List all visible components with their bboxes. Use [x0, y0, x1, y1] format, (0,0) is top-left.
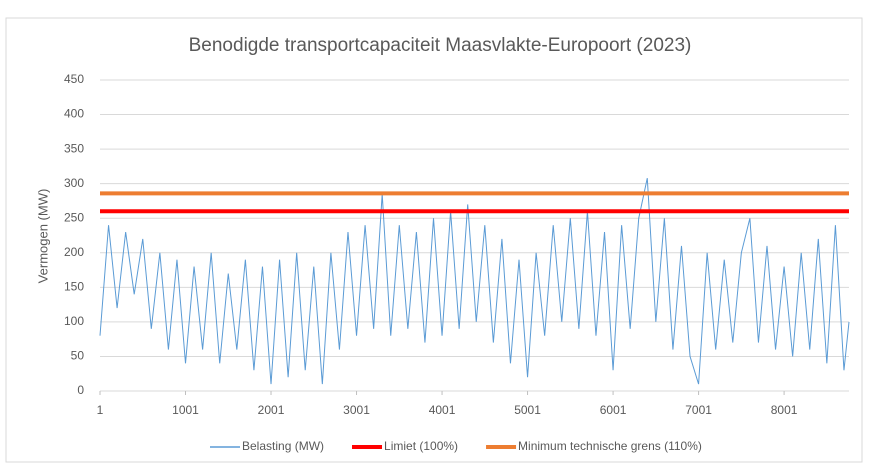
y-tick-label: 400: [64, 107, 84, 121]
y-tick-label: 300: [64, 176, 84, 190]
y-tick-label: 200: [64, 245, 84, 259]
legend-label: Minimum technische grens (110%): [518, 439, 702, 453]
y-axis-label: Vermogen (MW): [35, 189, 50, 284]
y-tick-label: 250: [64, 210, 84, 224]
x-tick-label: 2001: [258, 403, 285, 417]
y-tick-label: 100: [64, 314, 84, 328]
x-tick-label: 4001: [429, 403, 456, 417]
x-tick-label: 7001: [685, 403, 712, 417]
x-tick-label: 3001: [343, 403, 370, 417]
chart-title: Benodigde transportcapaciteit Maasvlakte…: [189, 35, 692, 56]
legend-label: Belasting (MW): [242, 439, 324, 453]
y-tick-label: 50: [71, 349, 85, 363]
y-tick-label: 350: [64, 141, 84, 155]
x-tick-label: 5001: [514, 403, 541, 417]
chart-frame: [5, 17, 863, 463]
x-tick-label: 1: [97, 403, 104, 417]
y-tick-label: 450: [64, 72, 84, 86]
x-tick-label: 1001: [172, 403, 199, 417]
y-tick-label: 150: [64, 280, 84, 294]
legend-label: Limiet (100%): [384, 439, 458, 453]
y-tick-label: 0: [77, 383, 84, 397]
x-tick-label: 6001: [600, 403, 627, 417]
series-line: [99, 178, 850, 385]
x-tick-label: 8001: [771, 403, 798, 417]
